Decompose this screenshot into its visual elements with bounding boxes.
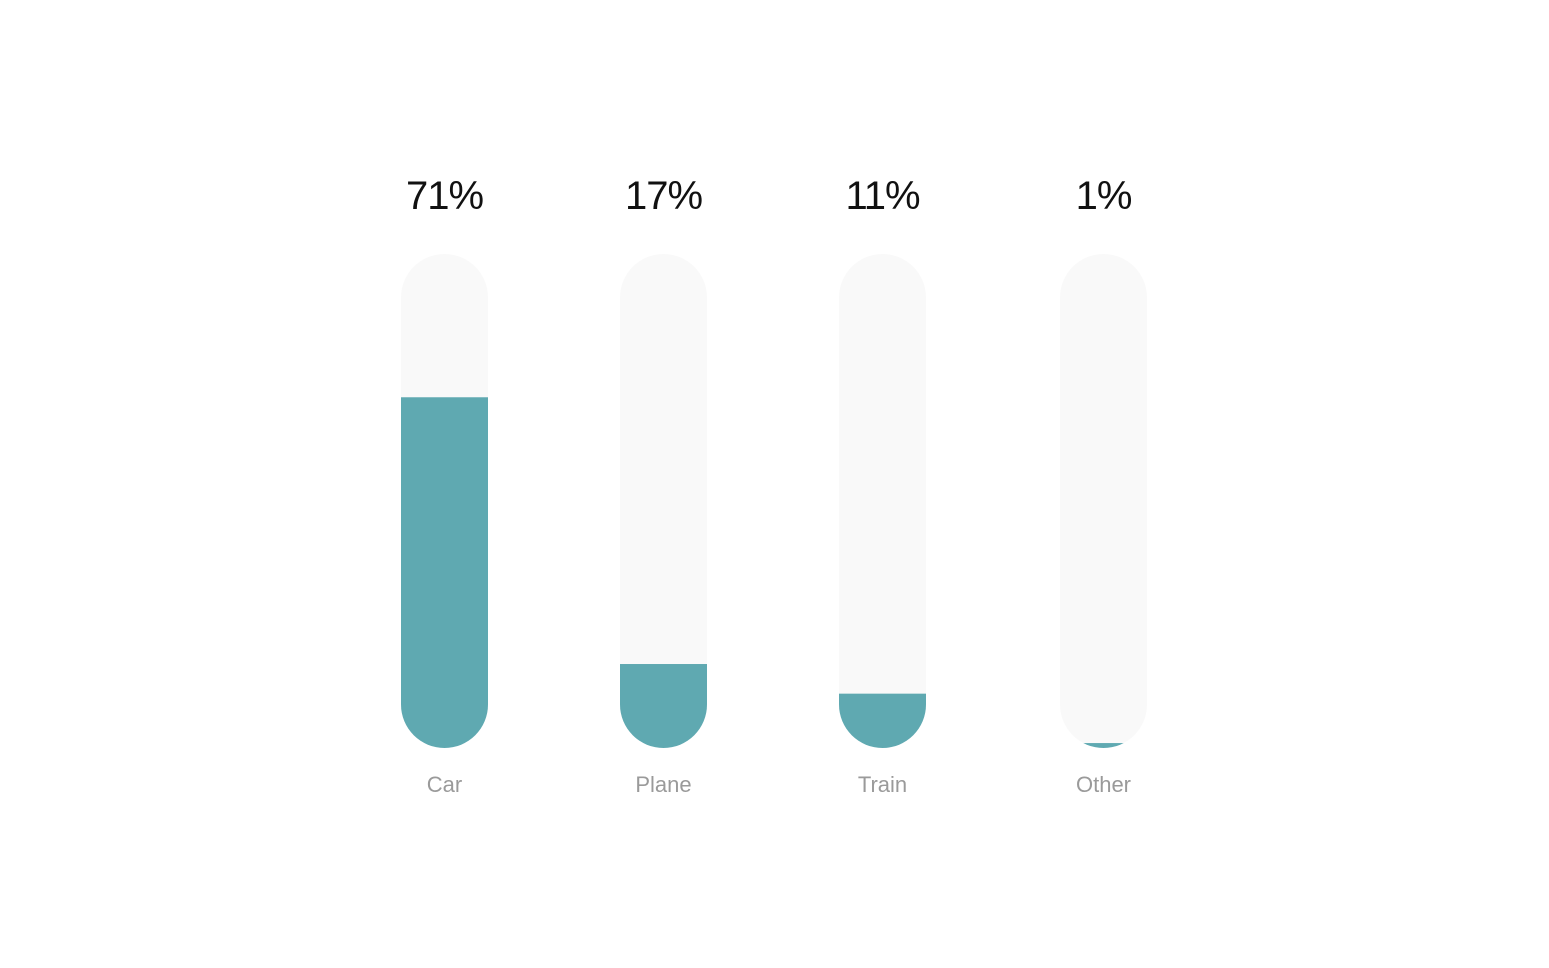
bar-track	[839, 254, 926, 748]
value-label: 17%	[625, 174, 702, 218]
category-label: Car	[427, 772, 462, 797]
value-label: 11%	[845, 174, 920, 218]
bar-group-other: 1% Other	[1060, 174, 1147, 797]
bar-group-plane: 17% Plane	[620, 174, 707, 797]
value-label: 1%	[1076, 174, 1132, 218]
bar-group-train: 11% Train	[839, 174, 926, 797]
bar-fill	[839, 693, 926, 748]
category-label: Train	[858, 772, 907, 797]
bar-track	[1060, 254, 1147, 748]
bar-fill	[1060, 743, 1147, 748]
value-label: 71%	[406, 174, 483, 218]
bar-fill	[401, 397, 488, 748]
category-label: Plane	[635, 772, 691, 797]
bar-group-car: 71% Car	[401, 174, 488, 797]
bar-fill	[620, 664, 707, 748]
category-label: Other	[1076, 772, 1131, 797]
bar-track	[620, 254, 707, 748]
